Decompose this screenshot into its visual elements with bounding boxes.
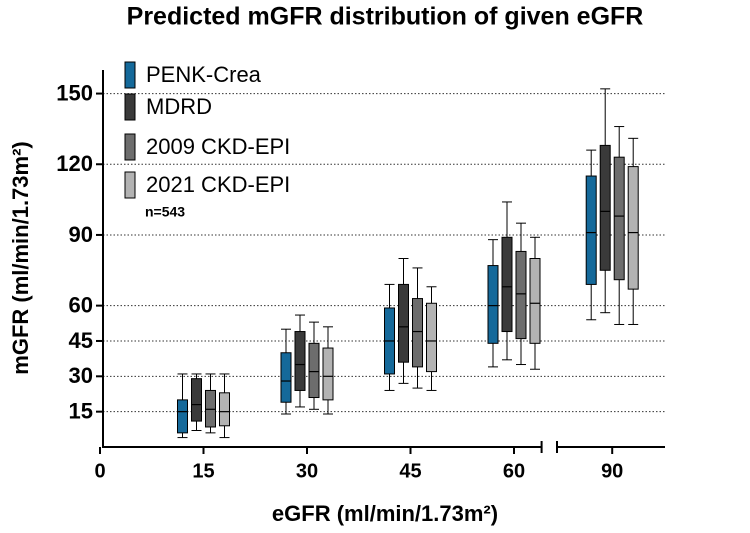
x-tick-label: 15 bbox=[192, 460, 214, 482]
legend-label: 2009 CKD-EPI bbox=[146, 134, 290, 159]
box bbox=[426, 302, 437, 373]
x-tick-label: 60 bbox=[503, 460, 525, 482]
legend-label: MDRD bbox=[146, 94, 212, 119]
box bbox=[219, 392, 230, 427]
box bbox=[529, 258, 541, 344]
box bbox=[515, 250, 527, 340]
y-tick-label: 90 bbox=[69, 222, 93, 247]
box bbox=[613, 156, 625, 281]
y-tick-label: 150 bbox=[56, 80, 93, 105]
x-axis-label: eGFR (ml/min/1.73m²) bbox=[272, 501, 498, 526]
legend-swatch bbox=[124, 93, 136, 121]
box bbox=[322, 347, 334, 401]
box bbox=[280, 352, 292, 403]
y-axis-label: mGFR (ml/min/1.73m²) bbox=[8, 141, 33, 374]
box bbox=[308, 342, 320, 399]
box bbox=[177, 399, 188, 434]
x-tick-label: 45 bbox=[399, 460, 421, 482]
legend-swatch bbox=[124, 171, 136, 199]
annotation: n=543 bbox=[145, 204, 185, 220]
y-tick-label: 120 bbox=[56, 151, 93, 176]
legend-swatch bbox=[124, 133, 136, 161]
box bbox=[585, 175, 597, 285]
legend-label: PENK-Crea bbox=[146, 62, 262, 87]
box bbox=[627, 166, 639, 290]
box bbox=[487, 265, 499, 344]
y-tick-label: 15 bbox=[69, 398, 93, 423]
chart-title: Predicted mGFR distribution of given eGF… bbox=[127, 3, 644, 31]
box bbox=[294, 331, 306, 391]
x-tick-label: 30 bbox=[296, 460, 318, 482]
y-tick-label: 60 bbox=[69, 292, 93, 317]
box bbox=[412, 298, 423, 368]
box bbox=[599, 144, 611, 271]
box bbox=[398, 283, 409, 363]
x-tick-label: 90 bbox=[601, 460, 623, 482]
legend-label: 2021 CKD-EPI bbox=[146, 172, 290, 197]
box bbox=[191, 378, 202, 422]
y-tick-label: 30 bbox=[69, 363, 93, 388]
legend-swatch bbox=[124, 61, 136, 89]
x-tick-label: 0 bbox=[94, 460, 105, 482]
box bbox=[501, 236, 513, 333]
y-tick-label: 45 bbox=[69, 328, 93, 353]
